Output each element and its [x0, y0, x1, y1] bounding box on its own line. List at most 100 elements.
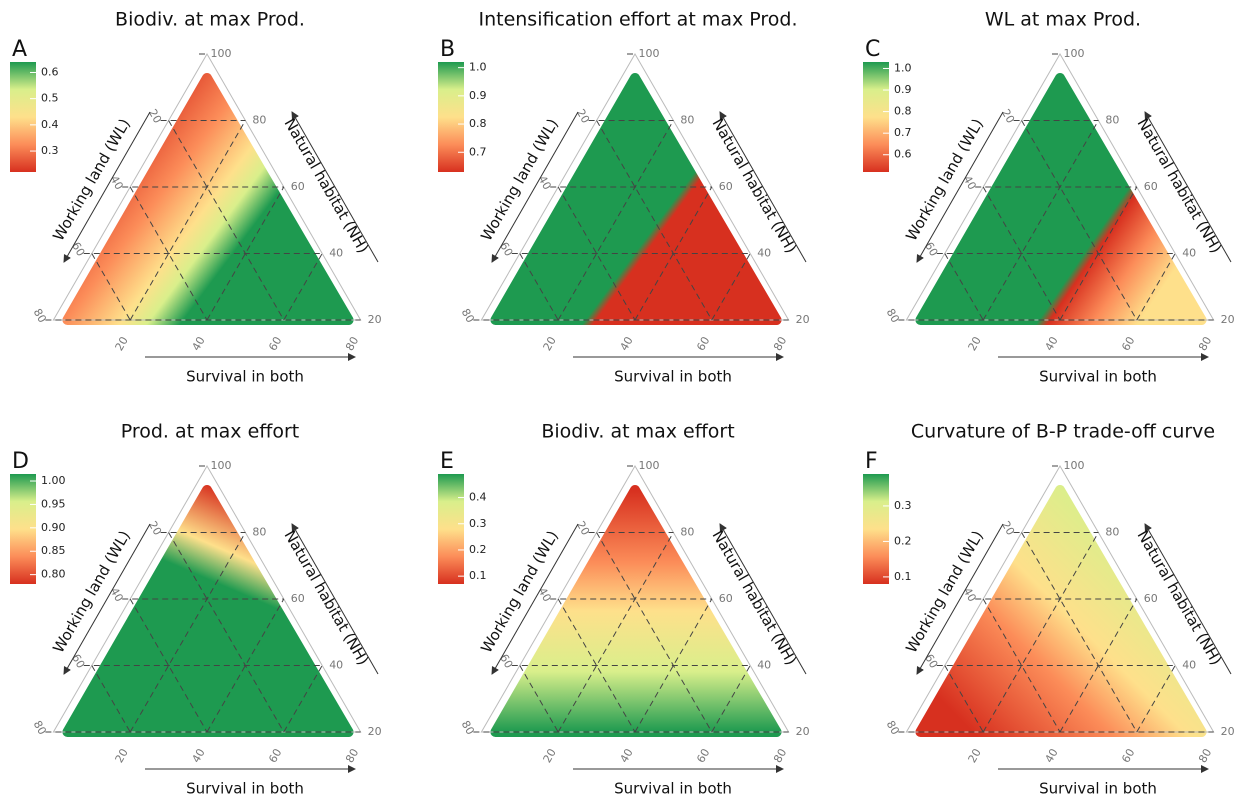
- axis-arrow: [491, 523, 579, 675]
- bottom-tick-label: 40: [617, 746, 635, 765]
- right-tick-label: 40: [329, 659, 343, 672]
- colorbar: [10, 474, 36, 584]
- grid-line: [206, 598, 285, 733]
- colorbar-tick-label: 0.3: [469, 517, 487, 530]
- bottom-tick-label: 20: [966, 746, 984, 765]
- right-tick-label: 20: [796, 313, 810, 326]
- right-tick-label: 60: [291, 180, 305, 193]
- panel-label: D: [12, 449, 29, 474]
- left-tick-label: 80: [884, 718, 902, 737]
- colorbar-tick-label: 0.6: [894, 148, 912, 161]
- grid-line: [91, 665, 131, 733]
- bottom-tick-label: 80: [771, 746, 789, 765]
- colorbar-tick-label: 0.4: [41, 118, 59, 131]
- right-tick-label: 80: [680, 114, 694, 127]
- grid-line: [557, 598, 636, 733]
- panel: Prod. at max effort D 0.80 0.85 0.90 0.95 1.00…: [10, 421, 382, 798]
- colorbar: [10, 62, 36, 172]
- right-tick-label: 60: [1144, 592, 1158, 605]
- colorbar-tick-label: 0.1: [469, 569, 487, 582]
- bottom-tick-label: 20: [541, 746, 559, 765]
- panel-label: F: [865, 449, 878, 474]
- bottom-tick-label: 60: [1119, 746, 1137, 765]
- bottom-axis-title: Survival in both: [186, 368, 304, 386]
- axis-arrow: [491, 111, 579, 263]
- grid-line: [129, 598, 208, 733]
- bottom-tick-label: 20: [541, 334, 559, 353]
- right-tick-label: 80: [1105, 526, 1119, 539]
- right-tick-label: 80: [252, 114, 266, 127]
- left-tick-label: 20: [574, 519, 592, 538]
- panel-title: Intensification effort at max Prod.: [478, 9, 797, 31]
- right-tick-label: 40: [1182, 247, 1196, 260]
- colorbar: [863, 62, 889, 172]
- right-tick-label: 60: [719, 592, 733, 605]
- panel-title: WL at max Prod.: [985, 9, 1141, 31]
- panel: Curvature of B-P trade-off curve F 0.1 0.2 0…: [863, 421, 1235, 798]
- panel-title: Prod. at max effort: [121, 421, 300, 443]
- bottom-tick-label: 80: [343, 746, 361, 765]
- bottom-tick-label: 60: [1119, 334, 1137, 353]
- grid-line: [206, 186, 285, 321]
- colorbar-tick-label: 0.3: [41, 144, 59, 157]
- bottom-tick-label: 40: [1042, 334, 1060, 353]
- bottom-tick-label: 80: [343, 334, 361, 353]
- colorbar-tick-label: 1.0: [894, 61, 912, 74]
- bottom-tick-label: 60: [694, 746, 712, 765]
- right-tick-label: 20: [1221, 725, 1235, 738]
- left-tick-label: 20: [146, 519, 164, 538]
- grid-line: [634, 598, 713, 733]
- grid-line: [557, 532, 674, 733]
- left-tick-label: 40: [961, 173, 979, 192]
- panel-label: A: [12, 37, 27, 62]
- grid-line: [1059, 186, 1138, 321]
- bottom-tick-label: 20: [113, 334, 131, 353]
- colorbar-tick-label: 0.9: [469, 89, 487, 102]
- colorbar-tick-label: 0.5: [41, 92, 59, 105]
- bottom-tick-label: 80: [1196, 334, 1214, 353]
- colorbar-tick-label: 0.7: [894, 126, 912, 139]
- grid-line: [91, 253, 131, 321]
- right-tick-label: 40: [329, 247, 343, 260]
- left-tick-label: 20: [146, 107, 164, 126]
- grid-line: [711, 665, 751, 733]
- axis-arrow: [291, 111, 379, 263]
- colorbar-tick-label: 0.2: [469, 543, 487, 556]
- grid-line: [1059, 598, 1138, 733]
- grid-line: [1136, 665, 1176, 733]
- grid-line: [129, 186, 208, 321]
- axis-arrow: [916, 111, 1004, 263]
- panel: Biodiv. at max effort E 0.1 0.2 0.3 0.4 20 40 60…: [438, 421, 810, 798]
- colorbar-tick-label: 0.85: [41, 544, 66, 557]
- bottom-tick-label: 40: [1042, 746, 1060, 765]
- left-tick-label: 40: [961, 585, 979, 604]
- left-tick-label: 80: [459, 306, 477, 325]
- right-tick-label: 20: [368, 313, 382, 326]
- colorbar: [438, 62, 464, 172]
- grid-line: [711, 253, 751, 321]
- axis-arrow: [719, 523, 807, 675]
- panel: Biodiv. at max Prod. A 0.3 0.4 0.5 0.6 20 40 60 8…: [10, 9, 382, 386]
- colorbar-tick-label: 0.9: [894, 83, 912, 96]
- right-tick-label: 60: [1144, 180, 1158, 193]
- grid-line: [519, 665, 559, 733]
- right-tick-label: 100: [1064, 459, 1085, 472]
- right-tick-label: 20: [1221, 313, 1235, 326]
- left-tick-label: 80: [459, 718, 477, 737]
- axis-arrow: [63, 111, 151, 263]
- axis-arrow: [916, 523, 1004, 675]
- axis-arrow: [1144, 111, 1232, 263]
- grid-line: [1021, 532, 1138, 733]
- panel-title: Curvature of B-P trade-off curve: [911, 421, 1215, 443]
- right-tick-label: 80: [680, 526, 694, 539]
- grid-line: [982, 532, 1099, 733]
- left-tick-label: 40: [536, 173, 554, 192]
- bottom-axis-title: Survival in both: [614, 368, 732, 386]
- colorbar-tick-label: 0.3: [894, 499, 912, 512]
- bottom-tick-label: 60: [266, 746, 284, 765]
- axis-arrow: [63, 523, 151, 675]
- panel-label: C: [865, 37, 880, 62]
- right-tick-label: 40: [757, 659, 771, 672]
- bottom-tick-label: 40: [189, 334, 207, 353]
- grid-line: [1021, 120, 1138, 321]
